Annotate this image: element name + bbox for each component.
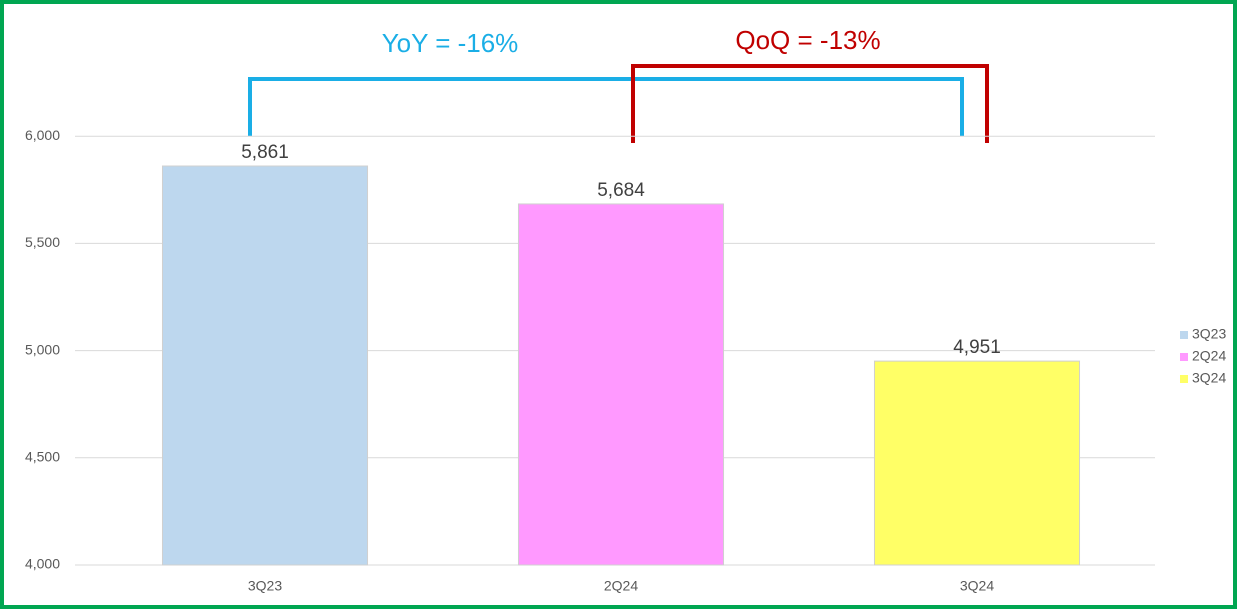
qoq-bracket xyxy=(631,64,989,143)
legend-label: 3Q23 xyxy=(1192,326,1226,342)
y-tick-label: 5,000 xyxy=(25,341,60,357)
value-label: 5,861 xyxy=(241,142,289,163)
y-tick-label: 4,500 xyxy=(25,449,60,465)
yoy-bracket xyxy=(248,77,964,136)
legend-label: 3Q24 xyxy=(1192,370,1226,386)
x-tick-label: 3Q24 xyxy=(960,578,994,594)
annotation: QoQ = -13% xyxy=(735,25,880,55)
legend-label: 2Q24 xyxy=(1192,348,1226,364)
legend-swatch xyxy=(1180,353,1188,361)
x-tick-label: 2Q24 xyxy=(604,578,638,594)
value-label: 5,684 xyxy=(597,180,645,201)
legend-swatch xyxy=(1180,375,1188,383)
x-tick-label: 3Q23 xyxy=(248,578,282,594)
y-tick-label: 6,000 xyxy=(25,127,60,143)
y-tick-label: 4,000 xyxy=(25,556,60,572)
annotation: YoY = -16% xyxy=(382,28,519,58)
legend-swatch xyxy=(1180,331,1188,339)
bar xyxy=(517,203,725,566)
bar xyxy=(873,360,1081,566)
bar xyxy=(161,165,369,566)
y-tick-label: 5,500 xyxy=(25,234,60,250)
value-label: 4,951 xyxy=(953,337,1001,358)
